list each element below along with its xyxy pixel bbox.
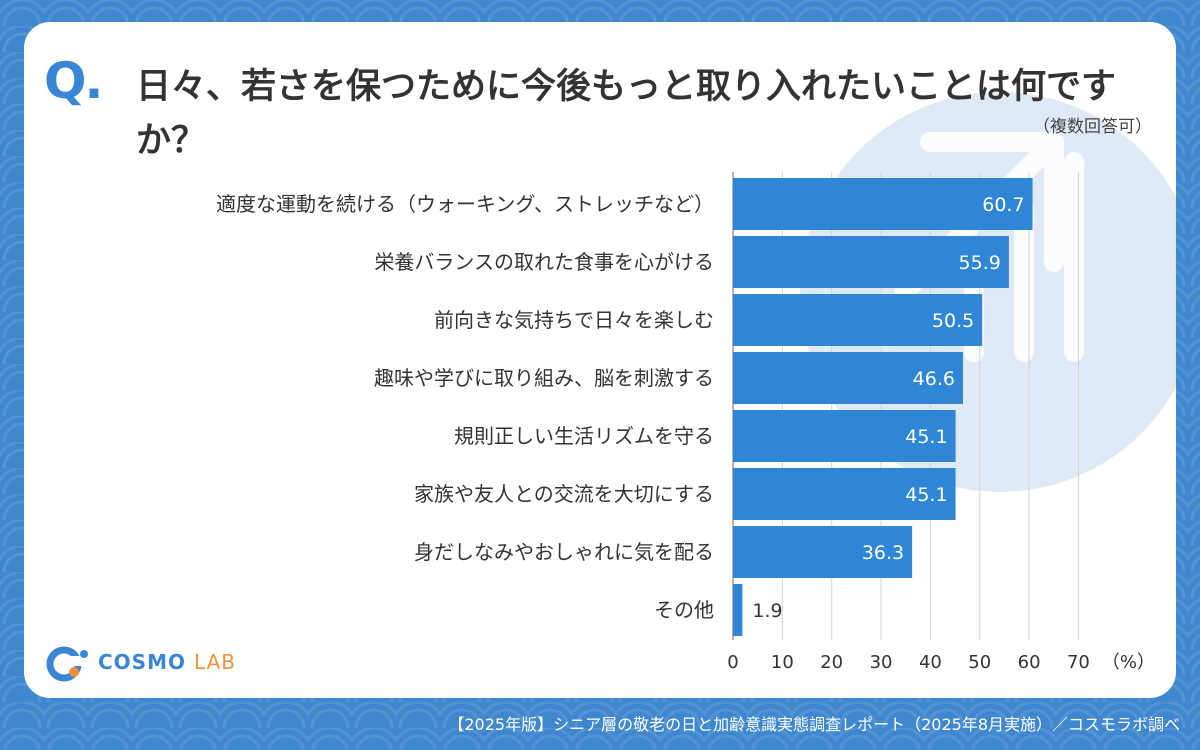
data-label: 46.6: [913, 368, 955, 390]
x-tick-label: 40: [919, 652, 942, 673]
bar: [733, 352, 963, 404]
x-tick-label: 20: [820, 652, 843, 673]
bar: [733, 236, 1009, 288]
brand-name: COSMO LAB: [98, 650, 236, 674]
data-label: 60.7: [982, 194, 1024, 216]
bar: [733, 410, 956, 462]
bar-chart: 適度な運動を続ける（ウォーキング、ストレッチなど） 60.7 栄養バランスの取れた食…: [216, 172, 1155, 673]
x-tick-label: 50: [968, 652, 991, 673]
bar: [733, 468, 956, 520]
category-label: 前向きな気持ちで日々を楽しむ: [434, 308, 714, 332]
bar: [733, 294, 983, 346]
x-tick-label: 10: [771, 652, 794, 673]
data-label: 55.9: [959, 252, 1001, 274]
bar: [733, 526, 913, 578]
data-label: 45.1: [905, 426, 947, 448]
axis-unit-label: （%）: [1102, 652, 1155, 673]
x-tick-label: 0: [727, 652, 738, 673]
bar: [733, 178, 1033, 230]
category-label: 規則正しい生活リズムを守る: [454, 424, 714, 448]
source-footer: 【2025年版】シニア層の敬老の日と加齢意識実態調査レポート（2025年8月実施…: [448, 715, 1180, 734]
x-tick-label: 70: [1067, 652, 1090, 673]
category-label: 趣味や学びに取り組み、脳を刺激する: [374, 366, 714, 390]
data-label: 50.5: [932, 310, 974, 332]
page-title: 日々、若さを保つために今後もっと取り入れたいことは何ですか？: [136, 67, 1117, 161]
category-label: 栄養バランスの取れた食事を心がける: [374, 250, 714, 274]
multiple-answer-note: （複数回答可）: [1033, 117, 1152, 137]
x-tick-label: 60: [1018, 652, 1041, 673]
question-mark: Q.: [44, 52, 103, 110]
brand-name-lab: LAB: [193, 650, 236, 674]
brand-name-cosmo: COSMO: [98, 650, 186, 674]
category-label: その他: [654, 598, 714, 622]
data-label: 45.1: [905, 484, 947, 506]
bar: [733, 584, 743, 636]
category-label: 家族や友人との交流を大切にする: [414, 482, 714, 506]
x-tick-label: 30: [870, 652, 893, 673]
data-label: 1.9: [752, 600, 782, 622]
category-label: 身だしなみやおしゃれに気を配る: [414, 540, 714, 564]
brand-logo: COSMO LAB: [44, 642, 236, 682]
data-label: 36.3: [862, 542, 904, 564]
cosmo-lab-logo-icon: [46, 646, 88, 682]
chart-card: Q. 日々、若さを保つために今後もっと取り入れたいことは何ですか？ （複数回答可…: [24, 22, 1176, 698]
category-label: 適度な運動を続ける（ウォーキング、ストレッチなど）: [216, 192, 714, 216]
